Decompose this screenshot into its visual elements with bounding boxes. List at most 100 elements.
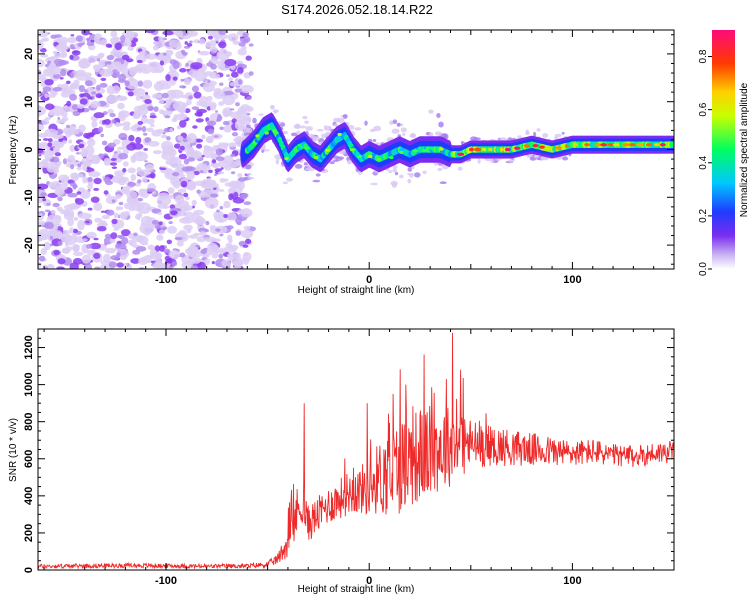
noise-blob xyxy=(130,31,139,38)
scatter-blob xyxy=(391,182,397,188)
noise-blob xyxy=(167,225,178,234)
noise-blob xyxy=(217,171,225,175)
noise-blob xyxy=(186,146,194,152)
scatter-blob xyxy=(258,113,264,116)
noise-blob xyxy=(160,134,168,139)
scatter-blob xyxy=(304,120,309,124)
y-tick-label: 0 xyxy=(23,146,35,152)
colorbar: 0.0 0.2 0.4 0.6 0.8 Normalized spectral ampl… xyxy=(698,30,750,276)
noise-blob xyxy=(93,35,100,44)
noise-blob xyxy=(90,196,100,203)
noise-blob xyxy=(100,210,106,213)
scatter-blob xyxy=(321,133,326,139)
scatter-blob xyxy=(540,156,546,161)
noise-blob xyxy=(54,52,61,59)
noise-blob xyxy=(103,190,109,195)
noise-blob xyxy=(231,132,239,137)
noise-blob xyxy=(65,209,75,217)
noise-blob xyxy=(75,35,83,42)
noise-blob xyxy=(98,60,106,69)
noise-blob xyxy=(57,116,60,120)
noise-blob xyxy=(38,58,45,68)
noise-blob xyxy=(218,30,227,36)
noise-blob xyxy=(44,117,52,121)
noise-blob xyxy=(79,189,91,199)
scatter-blob xyxy=(429,132,434,137)
noise-blob xyxy=(93,112,105,119)
noise-blob xyxy=(97,53,104,60)
noise-blob xyxy=(228,77,234,82)
noise-blob xyxy=(214,248,220,254)
noise-blob xyxy=(137,80,143,87)
noise-blob xyxy=(82,176,88,184)
scatter-blob xyxy=(422,170,427,175)
track-hotspot xyxy=(264,131,269,135)
noise-blob xyxy=(86,231,97,239)
noise-blob xyxy=(71,104,79,111)
noise-blob xyxy=(184,141,191,149)
noise-blob xyxy=(120,35,126,43)
noise-blob xyxy=(75,160,79,163)
noise-blob xyxy=(77,219,85,231)
noise-blob xyxy=(242,32,249,37)
colorbar-tick-label: 0.0 xyxy=(698,262,709,276)
track-hotspot xyxy=(297,143,302,147)
noise-blob xyxy=(88,32,93,35)
noise-blob xyxy=(222,120,230,126)
noise-blob xyxy=(46,263,55,269)
track-hotspot xyxy=(564,144,569,148)
noise-blob xyxy=(189,250,197,258)
noise-blob xyxy=(69,54,74,60)
noise-blob xyxy=(79,93,85,98)
noise-blob xyxy=(183,224,193,231)
noise-blob xyxy=(246,96,252,100)
scatter-blob xyxy=(525,129,529,135)
noise-blob xyxy=(42,86,52,92)
track-core xyxy=(670,141,674,148)
noise-blob xyxy=(90,100,101,109)
noise-blob xyxy=(78,212,92,220)
noise-blob xyxy=(95,93,103,99)
noise-blob xyxy=(236,67,244,74)
scatter-blob xyxy=(246,173,252,176)
noise-blob xyxy=(242,38,249,43)
noise-blob xyxy=(138,188,146,197)
noise-blob xyxy=(132,151,148,162)
scatter-blob xyxy=(337,117,345,123)
noise-blob xyxy=(69,262,79,269)
noise-blob xyxy=(115,122,121,127)
noise-blob xyxy=(177,135,184,141)
noise-blob xyxy=(242,244,249,248)
noise-blob xyxy=(135,246,147,252)
noise-blob xyxy=(49,235,54,240)
noise-blob xyxy=(57,258,66,265)
noise-blob xyxy=(209,104,217,111)
noise-blob xyxy=(152,45,159,51)
noise-blob xyxy=(106,61,112,65)
noise-blob xyxy=(130,258,141,264)
noise-blob xyxy=(81,238,88,242)
noise-blob xyxy=(194,111,203,117)
noise-blob xyxy=(163,104,171,109)
noise-blob xyxy=(230,153,236,157)
track-hotspot xyxy=(499,147,504,152)
noise-blob xyxy=(214,168,222,172)
noise-blob xyxy=(52,87,63,92)
noise-blob xyxy=(153,106,159,112)
noise-blob xyxy=(91,154,101,165)
scatter-blob xyxy=(391,128,400,134)
scatter-blob xyxy=(437,167,443,172)
noise-blob xyxy=(42,198,47,202)
noise-blob xyxy=(223,200,231,209)
noise-blob xyxy=(38,228,51,241)
noise-blob xyxy=(175,30,184,38)
scatter-blob xyxy=(305,168,310,171)
noise-blob xyxy=(147,140,160,147)
noise-blob xyxy=(121,237,129,245)
noise-blob xyxy=(243,201,252,206)
noise-blob xyxy=(213,135,219,138)
noise-blob xyxy=(190,265,199,269)
noise-blob xyxy=(96,226,107,232)
noise-blob xyxy=(127,46,134,51)
y-tick-label: 1200 xyxy=(23,335,35,359)
